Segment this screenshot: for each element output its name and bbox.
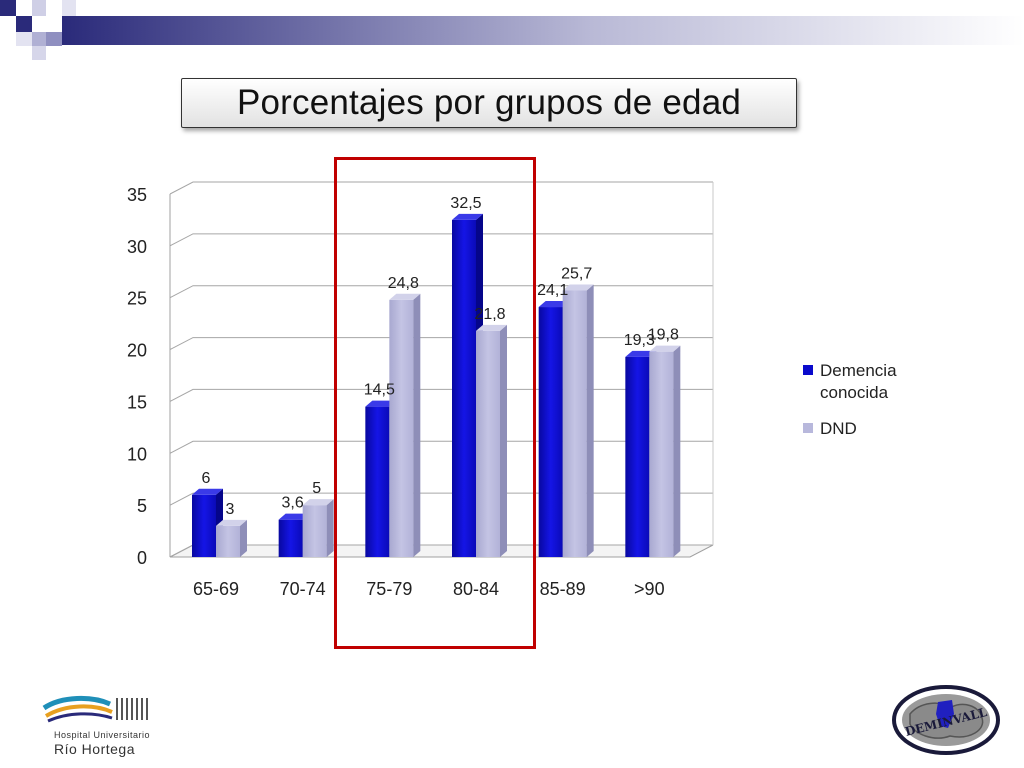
chart-legend: Demencia conocida DND bbox=[803, 360, 963, 454]
bar-front bbox=[278, 519, 303, 557]
hospital-name-line1: Hospital Universitario bbox=[54, 730, 151, 740]
bar-dnd-85-89 bbox=[562, 284, 594, 557]
bar-dnd-75-79 bbox=[389, 293, 421, 557]
bar-front bbox=[562, 290, 587, 557]
bar-front bbox=[389, 299, 414, 557]
data-label: 19,3 bbox=[624, 332, 655, 349]
bar-top bbox=[192, 488, 223, 495]
gridline bbox=[169, 233, 713, 247]
bar-top bbox=[302, 499, 334, 506]
legend-swatch-demencia bbox=[803, 365, 813, 375]
bar-top bbox=[476, 324, 507, 331]
x-tick-label: 70-74 bbox=[280, 579, 326, 599]
hospital-logo-icon bbox=[42, 695, 148, 723]
x-tick-label: >90 bbox=[634, 579, 665, 599]
bar-top bbox=[649, 345, 681, 352]
data-label: 3 bbox=[226, 501, 235, 518]
bar-front bbox=[538, 307, 563, 557]
y-tick-label: 5 bbox=[137, 496, 147, 516]
bar-top bbox=[452, 213, 483, 220]
x-tick-label: 80-84 bbox=[453, 579, 499, 599]
bar-front bbox=[649, 351, 674, 557]
brain-logo-icon: DEMINVALL bbox=[892, 685, 1000, 755]
x-tick-label: 65-69 bbox=[193, 579, 239, 599]
legend-item-demencia: Demencia conocida bbox=[803, 360, 963, 404]
data-label: 24,1 bbox=[537, 282, 568, 299]
legend-item-dnd: DND bbox=[803, 418, 963, 440]
y-tick-label: 25 bbox=[127, 289, 147, 309]
y-tick-label: 0 bbox=[137, 548, 147, 568]
legend-swatch-dnd bbox=[803, 423, 813, 433]
bar-side bbox=[673, 345, 681, 557]
bar-front bbox=[625, 356, 650, 557]
bar-top bbox=[562, 284, 594, 291]
data-label: 24,8 bbox=[388, 275, 419, 292]
bar-front bbox=[192, 494, 216, 557]
gridline bbox=[169, 181, 713, 195]
bar-top bbox=[216, 519, 247, 526]
data-label: 5 bbox=[312, 480, 321, 497]
bar-front bbox=[302, 505, 327, 557]
data-label: 6 bbox=[202, 470, 211, 487]
chart-bars bbox=[192, 213, 681, 557]
gridline bbox=[169, 285, 713, 299]
y-tick-label: 30 bbox=[127, 237, 147, 257]
x-tick-label: 75-79 bbox=[366, 579, 412, 599]
legend-label-demencia: Demencia conocida bbox=[820, 361, 897, 402]
bar-top bbox=[538, 301, 570, 308]
y-tick-label: 10 bbox=[127, 444, 147, 464]
y-axis-ticks: 0 5 10 15 20 25 30 35 bbox=[127, 185, 147, 568]
x-tick-label: 85-89 bbox=[540, 579, 586, 599]
y-tick-label: 35 bbox=[127, 185, 147, 205]
bar-front bbox=[476, 330, 500, 557]
bar-side bbox=[500, 324, 507, 557]
data-labels: 63 3,6 5 14,5 24,8 32,5 21,8 24,125,7 19,319,8 bbox=[202, 195, 679, 518]
bar-top bbox=[278, 513, 310, 520]
bar-dnd-65-69 bbox=[216, 519, 247, 557]
hospital-logo: Hospital Universitario Río Hortega bbox=[42, 690, 162, 760]
slide-title: Porcentajes por grupos de edad bbox=[236, 83, 742, 122]
hospital-name-line2: Río Hortega bbox=[54, 741, 135, 757]
bar-dnd-80-84 bbox=[476, 324, 507, 557]
bar-side bbox=[240, 519, 247, 557]
bar-side bbox=[326, 499, 334, 557]
bar-top bbox=[389, 293, 421, 300]
bar-front bbox=[365, 406, 390, 557]
slide-title-box: Porcentajes por grupos de edad bbox=[181, 78, 797, 128]
bar-dnd-70-74 bbox=[302, 499, 334, 557]
y-tick-label: 15 bbox=[127, 392, 147, 412]
bar-side bbox=[586, 284, 594, 557]
data-label: 25,7 bbox=[561, 265, 592, 282]
bar-front bbox=[452, 219, 476, 557]
data-label: 21,8 bbox=[474, 306, 505, 323]
bar-front bbox=[216, 525, 240, 557]
highlight-rectangle bbox=[334, 157, 536, 649]
decorative-squares-band bbox=[0, 0, 1024, 60]
data-label: 14,5 bbox=[364, 382, 395, 399]
legend-label-dnd: DND bbox=[820, 419, 857, 438]
bar-top bbox=[625, 350, 657, 357]
data-label: 32,5 bbox=[450, 195, 481, 212]
bar-side bbox=[413, 293, 421, 557]
x-axis-ticks: 65-69 70-74 75-79 80-84 85-89 >90 bbox=[193, 579, 665, 599]
bar-dnd->90 bbox=[649, 345, 681, 557]
y-tick-label: 20 bbox=[127, 341, 147, 361]
bar-top bbox=[365, 400, 397, 407]
data-label: 3,6 bbox=[282, 495, 304, 512]
data-label: 19,8 bbox=[648, 327, 679, 344]
